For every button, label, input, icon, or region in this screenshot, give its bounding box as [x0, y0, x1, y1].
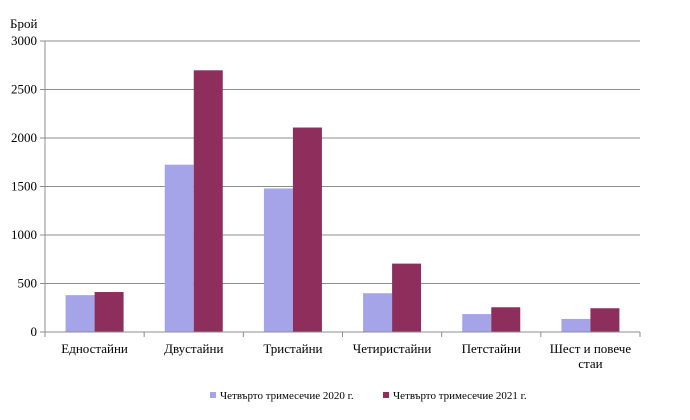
bar-series-1	[462, 314, 492, 332]
y-tick-label: 1500	[11, 179, 37, 194]
x-axis-labels: Едностайни Двустайни Тристайни Четиристайни…	[61, 341, 631, 371]
category-label: Шест и повече	[550, 341, 632, 356]
category-label: Петстайни	[462, 341, 521, 356]
y-tick-label: 2000	[11, 130, 37, 145]
bar-series-2	[590, 308, 620, 332]
category-label: стаи	[578, 356, 602, 371]
legend-label: Четвърто тримесечие 2021 г.	[393, 390, 527, 402]
bar-series-2	[94, 292, 124, 332]
category-label: Тристайни	[263, 341, 322, 356]
bar-series-1	[164, 164, 194, 332]
category-label: Двустайни	[164, 341, 223, 356]
bar-series-1	[561, 318, 591, 332]
bar-series-1	[363, 293, 393, 332]
legend-swatch	[383, 392, 389, 398]
bar-series-1	[65, 295, 95, 332]
bars	[65, 70, 620, 332]
category-label: Едностайни	[61, 341, 128, 356]
bar-series-2	[392, 263, 422, 332]
grid-lines	[45, 40, 640, 284]
bar-series-2	[193, 70, 223, 332]
bar-series-1	[263, 188, 293, 332]
legend-label: Четвърто тримесечие 2020 г.	[220, 390, 354, 402]
y-tick-label: 3000	[11, 33, 37, 48]
category-label: Четиристайни	[353, 341, 432, 356]
bar-series-2	[491, 307, 521, 332]
y-axis-label: Брой	[10, 16, 37, 31]
bar-series-2	[292, 127, 322, 332]
legend: Четвърто тримесечие 2020 г. Четвърто трим…	[210, 390, 527, 402]
x-axis	[44, 41, 641, 337]
y-tick-label: 1000	[11, 227, 37, 242]
legend-swatch	[210, 392, 216, 398]
y-tick-label: 500	[18, 276, 38, 291]
y-axis-ticks: 0 500 1000 1500 2000 2500 3000	[11, 33, 45, 339]
y-tick-label: 0	[31, 324, 38, 339]
y-tick-label: 2500	[11, 82, 37, 97]
